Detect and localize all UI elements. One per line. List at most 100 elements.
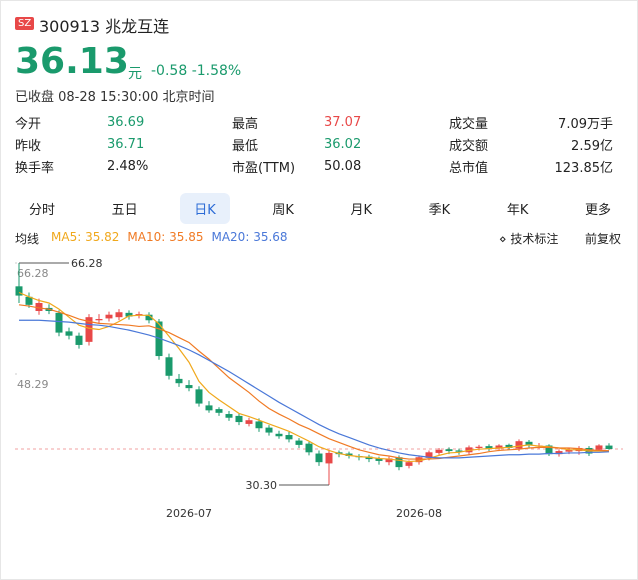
- legend: MA535.82 MA1035.85 MA2035.68: [51, 230, 296, 244]
- candle-body: [595, 445, 603, 450]
- candle-body: [285, 435, 293, 440]
- stat-value: 36.71: [107, 136, 145, 152]
- candle-body: [605, 445, 613, 450]
- change-pct: -1.58%: [191, 63, 242, 79]
- candle-body: [495, 445, 503, 449]
- candle-body: [565, 449, 573, 452]
- x-tick-label: 2026-07: [166, 507, 212, 520]
- period-tab[interactable]: 月K: [350, 203, 373, 218]
- candle-body: [75, 335, 83, 345]
- stock-title: 300913 兆龙互连: [39, 13, 169, 37]
- candle-body: [185, 385, 193, 389]
- legend-item: MA2035.68: [211, 230, 287, 244]
- candle-body: [385, 458, 393, 463]
- candle-body: [375, 458, 383, 461]
- stock-code: 300913: [39, 17, 101, 36]
- candle-body: [465, 447, 473, 453]
- y-tick-label: 48.29: [17, 378, 49, 391]
- candle-body: [525, 441, 533, 445]
- period-tab[interactable]: 五日: [111, 203, 138, 218]
- indicator-label: 均线: [15, 232, 40, 246]
- candle-body: [555, 451, 563, 455]
- stat-value: 123.85亿: [554, 160, 614, 176]
- stat-label: 换手率: [15, 160, 55, 176]
- stat-label: 成交量: [449, 116, 489, 132]
- candle-body: [25, 296, 33, 305]
- candle-body: [195, 389, 203, 404]
- stat-value: 2.48%: [107, 158, 149, 174]
- legend-item: MA1035.85: [127, 230, 203, 244]
- candle-body: [455, 450, 463, 452]
- candle-body: [205, 405, 213, 411]
- stock-name: 兆龙互连: [105, 17, 170, 36]
- ma-line: [18, 304, 610, 460]
- period-tab[interactable]: 日K: [180, 193, 230, 224]
- candle-body: [95, 319, 103, 321]
- period-tab[interactable]: 更多: [584, 203, 611, 218]
- change: -0.58 -1.58%: [151, 63, 241, 79]
- candle-body: [545, 445, 553, 455]
- stats-row: 换手率 2.48% 市盈(TTM) 50.08 总市值 123.85亿: [15, 155, 625, 177]
- candle-body: [425, 452, 433, 458]
- x-tick-label: 2026-08: [396, 507, 442, 520]
- candle-body: [505, 444, 513, 448]
- period-tab[interactable]: 季K: [428, 203, 451, 218]
- y-tick-label: 66.28: [17, 267, 49, 280]
- period-tab[interactable]: 分时: [29, 203, 56, 218]
- stat-label: 成交额: [449, 138, 489, 154]
- candle-body: [365, 456, 373, 460]
- stat-label: 昨收: [15, 138, 42, 154]
- period-tab[interactable]: 周K: [272, 203, 294, 218]
- candle-body: [105, 314, 113, 319]
- candle-body: [265, 427, 273, 433]
- candle-body: [515, 441, 523, 449]
- legend-value: 35.85: [169, 230, 204, 244]
- annotation-label: 66.28: [71, 257, 103, 270]
- candle-body: [325, 452, 333, 464]
- candle-body: [135, 314, 143, 316]
- candle-body: [475, 446, 483, 448]
- stats-row: 昨收 36.71 最低 36.02 成交额 2.59亿: [15, 133, 625, 155]
- candle-body: [65, 331, 73, 336]
- legend-name: MA5: [51, 230, 85, 244]
- stat-value: 37.07: [324, 114, 362, 130]
- candle-body: [255, 421, 263, 429]
- tool-label: 技术标注: [510, 232, 559, 246]
- candle-body: [275, 433, 283, 437]
- candle-body: [485, 446, 493, 449]
- stat-value: 7.09万手: [558, 116, 613, 132]
- candle-body: [145, 314, 153, 321]
- candle-body: [225, 414, 233, 418]
- price: 36.13: [15, 41, 129, 82]
- tool-annotate[interactable]: ⋄ 技术标注: [499, 232, 559, 246]
- candle-body: [395, 457, 403, 468]
- period-tabs: 分时 五日 日K 周K 月K 季K 年K 更多: [15, 193, 625, 224]
- candle-body: [315, 453, 323, 463]
- tool-adjust[interactable]: 前复权: [585, 232, 622, 246]
- candle-body: [235, 415, 243, 423]
- candle-body: [115, 312, 123, 318]
- stat-value: 36.69: [107, 114, 145, 130]
- stat-value: 2.59亿: [571, 138, 613, 154]
- candle-body: [125, 312, 133, 317]
- stat-label: 最高: [232, 116, 259, 132]
- stat-label: 总市值: [449, 160, 489, 176]
- currency: 元: [128, 66, 142, 82]
- candle-body: [345, 453, 353, 457]
- stat-label: 最低: [232, 138, 259, 154]
- candle-body: [405, 462, 413, 466]
- candle-body: [55, 312, 63, 333]
- candle-body: [35, 302, 43, 312]
- candle-body: [245, 420, 253, 424]
- change-value: -0.58: [151, 63, 188, 79]
- candle-body: [175, 378, 183, 384]
- candle-body: [415, 457, 423, 463]
- legend-value: 35.82: [85, 230, 120, 244]
- stat-label: 市盈(TTM): [232, 160, 296, 176]
- period-tab[interactable]: 年K: [506, 203, 529, 218]
- candle-body: [445, 449, 453, 452]
- market-status: 已收盘 08-28 15:30:00 北京时间: [15, 90, 215, 105]
- stats-table: 今开 36.69 最高 37.07 成交量 7.09万手 昨收 36.71 最低 36.02 成交额…: [15, 111, 625, 177]
- candle-body: [435, 449, 443, 453]
